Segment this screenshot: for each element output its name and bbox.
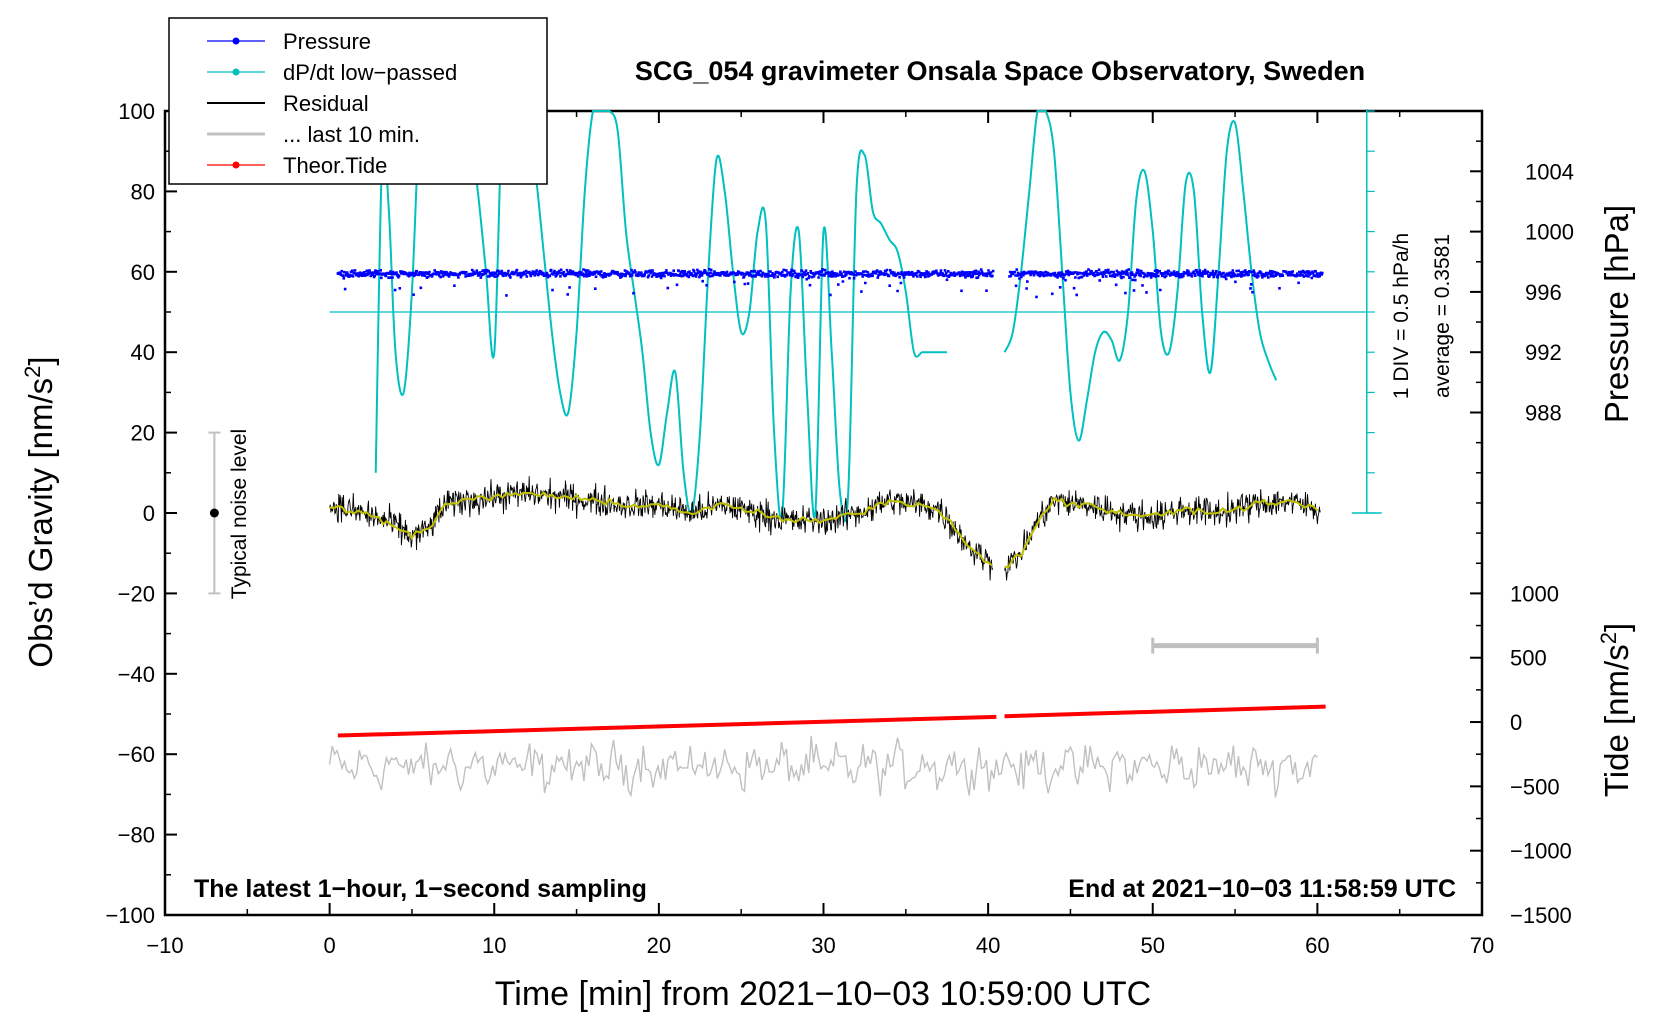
y-tick-label: −60 — [118, 742, 155, 767]
legend-marker — [232, 68, 240, 76]
y-tick-label: 40 — [131, 340, 155, 365]
tide-line — [1004, 704, 1326, 719]
noise-bar-center — [209, 508, 219, 518]
last-10-min-line — [328, 735, 1318, 798]
y-tick-label: −80 — [118, 823, 155, 848]
y-axis-label-pressure: Pressure [hPa] — [1598, 205, 1635, 423]
y-tick-label: 100 — [118, 99, 155, 124]
legend-label: Theor.Tide — [283, 153, 387, 178]
x-axis-label: Time [min] from 2021−10−03 10:59:00 UTC — [495, 975, 1151, 1013]
tide-axis-ticks: −1500 −1000 −500 0 500 1000 — [1470, 581, 1572, 928]
tide-line — [337, 714, 997, 738]
y-tick-label: −40 — [118, 662, 155, 687]
legend-box — [168, 17, 548, 185]
annotation-layer — [208, 431, 1319, 654]
tide-tick-label: 1000 — [1510, 581, 1559, 606]
legend-label: Residual — [283, 91, 369, 116]
pressure-points — [1008, 268, 1324, 299]
annotation-sampling: The latest 1−hour, 1−second sampling — [194, 875, 647, 903]
residual-smoothed-line — [329, 491, 993, 567]
y-tick-label: −100 — [105, 903, 155, 928]
tide-tick-label: 0 — [1510, 710, 1522, 735]
y-axis-label-left-main: Obs’d Gravity [nm/s — [22, 378, 59, 668]
y-axis-label-left: Obs’d Gravity [nm/s2] — [20, 356, 59, 667]
x-tick-label: 70 — [1470, 933, 1494, 958]
legend-marker — [232, 37, 240, 45]
y-tick-label: 20 — [131, 421, 155, 446]
y-axis-label-left-end: ] — [22, 356, 59, 365]
legend-label: dP/dt low−passed — [283, 60, 457, 85]
y-axis-label-tide-sup: 2 — [1596, 632, 1621, 644]
y-axis-label-left-sup: 2 — [20, 366, 45, 378]
dpdt-scale-axis — [1351, 109, 1382, 514]
pressure-layer — [336, 267, 1324, 299]
dpdt-average-text: average = 0.3581 — [1431, 234, 1454, 398]
x-tick-label: −10 — [146, 933, 183, 958]
legend-label: Pressure — [283, 29, 371, 54]
tide-tick-label: 500 — [1510, 646, 1547, 671]
x-tick-label: 30 — [811, 933, 835, 958]
residual-layer — [329, 476, 1321, 581]
pressure-tick-label: 992 — [1525, 340, 1562, 365]
y-tick-label: 80 — [131, 179, 155, 204]
x-tick-label: 50 — [1141, 933, 1165, 958]
y-axis-ticks: −100 −80 −60 −40 −20 0 20 40 60 80 100 — [105, 99, 177, 928]
x-tick-label: 20 — [647, 933, 671, 958]
pressure-tick-label: 1000 — [1525, 220, 1574, 245]
pressure-tick-label: 988 — [1525, 401, 1562, 426]
x-axis-ticks: −10 0 10 20 30 40 50 60 70 — [146, 111, 1494, 958]
pressure-axis-ticks: 988 992 996 1000 1004 — [1470, 110, 1574, 564]
annotation-end-time: End at 2021−10−03 11:58:59 UTC — [1068, 875, 1456, 903]
tide-tick-label: −1500 — [1510, 903, 1572, 928]
residual-smoothed-line — [1004, 496, 1319, 568]
x-tick-label: 0 — [324, 933, 336, 958]
legend-marker — [232, 161, 240, 169]
x-tick-label: 40 — [976, 933, 1000, 958]
y-axis-label-tide: Tide [nm/s2] — [1596, 623, 1635, 797]
dpdt-line — [1003, 110, 1278, 442]
y-axis-label-tide-end: ] — [1598, 623, 1635, 632]
x-tick-label: 10 — [482, 933, 506, 958]
chart-title: SCG_054 gravimeter Onsala Space Observat… — [635, 56, 1365, 86]
tide-layer — [337, 704, 1326, 738]
y-axis-label-tide-main: Tide [nm/s — [1598, 644, 1635, 797]
pressure-tick-label: 1004 — [1525, 159, 1574, 184]
pressure-points — [336, 267, 995, 297]
y-tick-label: 60 — [131, 260, 155, 285]
x-tick-label: 60 — [1305, 933, 1329, 958]
dpdt-scale-text: 1 DIV = 0.5 hPa/h — [1390, 233, 1413, 399]
last-10-min-layer — [328, 735, 1318, 798]
legend-label: ... last 10 min. — [283, 122, 420, 147]
legend: Pressure dP/dt low−passed Residual ... last… — [168, 17, 548, 185]
tide-tick-label: −1000 — [1510, 839, 1572, 864]
y-tick-label: −20 — [118, 581, 155, 606]
tide-tick-label: −500 — [1510, 774, 1560, 799]
noise-label: Typical noise level — [228, 429, 251, 599]
y-tick-label: 0 — [143, 501, 155, 526]
pressure-tick-label: 996 — [1525, 280, 1562, 305]
